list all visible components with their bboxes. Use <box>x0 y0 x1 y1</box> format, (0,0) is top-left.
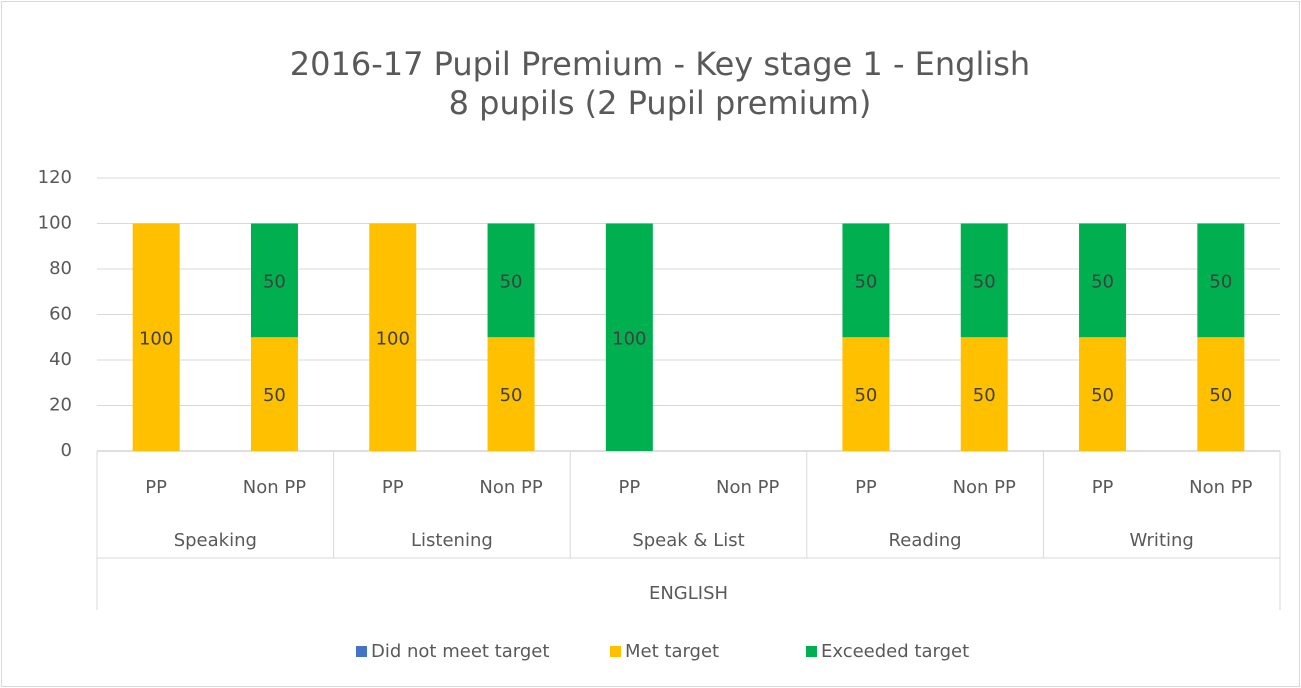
group-label: Speak & List <box>632 530 744 551</box>
legend-swatch <box>356 646 367 657</box>
bar-segment <box>1197 223 1245 338</box>
group-label: Writing <box>1130 530 1194 551</box>
group-label: Reading <box>889 530 962 551</box>
x-tick-label: PP <box>382 477 404 498</box>
data-label: 50 <box>1091 271 1114 292</box>
data-label: 50 <box>973 271 996 292</box>
legend-swatch <box>806 646 817 657</box>
bar-segment <box>842 223 890 338</box>
data-label: 50 <box>263 385 286 406</box>
x-tick-label: Non PP <box>716 477 779 498</box>
data-label: 50 <box>1091 385 1114 406</box>
y-tick-label: 80 <box>49 258 72 279</box>
bar-segment <box>605 223 653 451</box>
bar-segment <box>369 223 417 451</box>
x-tick-label: Non PP <box>953 477 1016 498</box>
bar-segment <box>1197 337 1245 451</box>
legend-label: Exceeded target <box>821 641 969 662</box>
bar-segment <box>250 223 298 338</box>
bar-segment <box>487 223 535 338</box>
x-tick-label: Non PP <box>479 477 542 498</box>
data-label: 100 <box>139 328 173 349</box>
data-label: 50 <box>500 271 523 292</box>
bar-segment <box>1079 223 1127 338</box>
y-tick-label: 100 <box>38 213 72 234</box>
x-tick-label: PP <box>1092 477 1114 498</box>
y-tick-label: 0 <box>61 440 72 461</box>
group-label: Speaking <box>174 530 257 551</box>
bar-segment <box>960 223 1008 338</box>
data-label: 50 <box>263 271 286 292</box>
y-tick-label: 60 <box>49 304 72 325</box>
data-label: 50 <box>1209 385 1232 406</box>
data-label: 100 <box>612 328 646 349</box>
bar-segment <box>842 337 890 451</box>
x-tick-label: Non PP <box>1189 477 1252 498</box>
legend-swatch <box>610 646 621 657</box>
data-label: 50 <box>500 385 523 406</box>
legend-label: Did not meet target <box>371 641 549 662</box>
bar-segment <box>487 337 535 451</box>
x-tick-label: PP <box>618 477 640 498</box>
chart-subtitle: 8 pupils (2 Pupil premium) <box>449 84 872 122</box>
chart-title: 2016-17 Pupil Premium - Key stage 1 - En… <box>290 45 1030 83</box>
legend-label: Met target <box>625 641 719 662</box>
data-label: 50 <box>854 385 877 406</box>
bar-segment <box>132 223 180 451</box>
y-tick-label: 120 <box>38 167 72 188</box>
x-tick-label: Non PP <box>243 477 306 498</box>
y-tick-label: 20 <box>49 395 72 416</box>
bar-segment <box>960 337 1008 451</box>
x-tick-label: PP <box>145 477 167 498</box>
data-label: 50 <box>854 271 877 292</box>
group-label: Listening <box>411 530 493 551</box>
data-label: 50 <box>1209 271 1232 292</box>
data-label: 100 <box>376 328 410 349</box>
super-group-label: ENGLISH <box>649 583 728 604</box>
bar-segment <box>1079 337 1127 451</box>
x-tick-label: PP <box>855 477 877 498</box>
data-label: 50 <box>973 385 996 406</box>
y-tick-label: 40 <box>49 349 72 370</box>
bar-segment <box>250 337 298 451</box>
